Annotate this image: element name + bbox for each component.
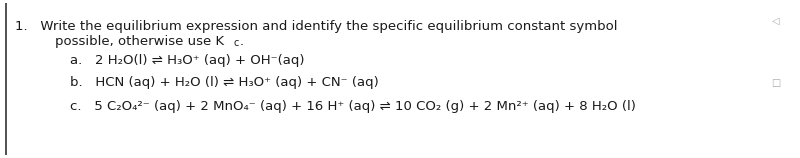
Text: .: . (240, 35, 244, 48)
Text: b.   HCN (aq) + H₂O (l) ⇌ H₃O⁺ (aq) + CN⁻ (aq): b. HCN (aq) + H₂O (l) ⇌ H₃O⁺ (aq) + CN⁻ … (70, 76, 378, 89)
Text: 1.   Write the equilibrium expression and identify the specific equilibrium cons: 1. Write the equilibrium expression and … (15, 20, 618, 33)
Text: □: □ (771, 78, 781, 88)
Text: possible, otherwise use K: possible, otherwise use K (55, 35, 224, 48)
Text: a.   2 H₂O(l) ⇌ H₃O⁺ (aq) + OH⁻(aq): a. 2 H₂O(l) ⇌ H₃O⁺ (aq) + OH⁻(aq) (70, 54, 305, 67)
Text: c: c (233, 38, 238, 48)
Text: c.   5 C₂O₄²⁻ (aq) + 2 MnO₄⁻ (aq) + 16 H⁺ (aq) ⇌ 10 CO₂ (g) + 2 Mn²⁺ (aq) + 8 H₂: c. 5 C₂O₄²⁻ (aq) + 2 MnO₄⁻ (aq) + 16 H⁺ … (70, 100, 636, 113)
Text: ◁: ◁ (772, 16, 780, 26)
